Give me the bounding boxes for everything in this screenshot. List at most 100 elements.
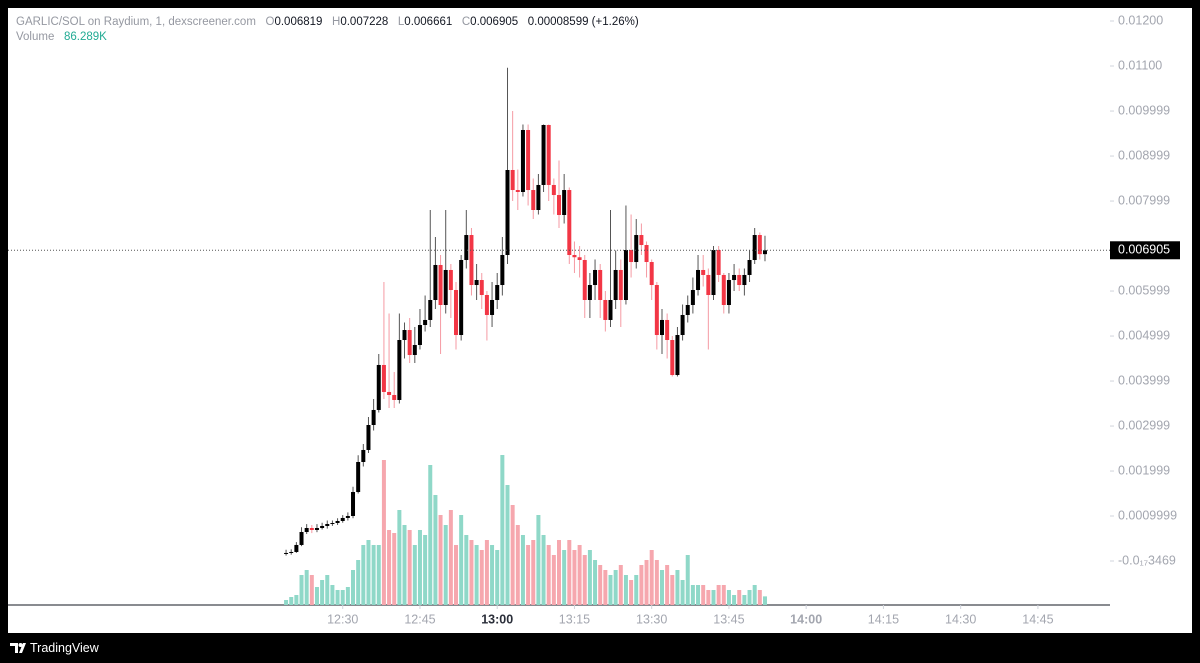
volume-bar — [402, 525, 407, 605]
volume-bar — [314, 587, 319, 605]
candle-body — [443, 269, 448, 305]
candle-body — [330, 523, 335, 525]
candle-body — [320, 525, 325, 529]
candle-body — [531, 190, 536, 210]
volume-bar — [520, 535, 525, 605]
volume-bar — [541, 535, 546, 605]
candle-body — [690, 290, 695, 305]
volume-bar — [381, 460, 386, 605]
volume-bar — [294, 595, 299, 605]
volume-bar — [417, 530, 422, 605]
candle-body — [490, 299, 495, 315]
candle-body — [618, 269, 623, 300]
candle-body — [623, 250, 628, 300]
volume-bar — [454, 545, 459, 605]
volume-bar — [587, 550, 592, 605]
volume-bar — [361, 545, 366, 605]
volume-bar — [423, 535, 428, 605]
volume-bar — [721, 585, 726, 605]
volume-row: Volume 86.289K — [16, 30, 639, 45]
volume-bar — [526, 545, 531, 605]
volume-bar — [726, 590, 731, 605]
l-value: 0.006661 — [404, 16, 453, 28]
volume-bar — [459, 515, 464, 605]
volume-bar — [464, 535, 469, 605]
volume-bar — [284, 600, 289, 605]
volume-bar — [536, 515, 541, 605]
y-tick-label: 0.009999 — [1118, 103, 1170, 117]
candle-body — [696, 269, 701, 291]
volume-bar — [495, 550, 500, 605]
volume-bar — [433, 495, 438, 605]
x-tick-label: 14:15 — [868, 612, 899, 626]
x-tick-label: 13:45 — [713, 612, 744, 626]
volume-bar — [448, 510, 453, 605]
volume-bar — [505, 485, 510, 605]
candle-body — [314, 528, 319, 530]
volume-bar — [752, 585, 757, 605]
y-tick-label: 0.0009999 — [1118, 508, 1177, 522]
volume-bar — [325, 575, 330, 605]
candle-body — [351, 492, 356, 516]
c-label: C — [461, 16, 471, 28]
candle-body — [598, 269, 603, 300]
candle-body — [376, 364, 381, 410]
volume-bar — [407, 530, 412, 605]
y-tick-label: 0.01200 — [1118, 13, 1163, 27]
volume-label: Volume — [16, 31, 55, 43]
candle-body — [387, 391, 392, 395]
volume-bar — [309, 575, 314, 605]
volume-bar — [412, 545, 417, 605]
candle-body — [747, 259, 752, 275]
volume-bar — [613, 570, 618, 605]
candle-body — [397, 340, 402, 400]
volume-bar — [701, 585, 706, 605]
volume-bar — [330, 585, 335, 605]
candle-body — [649, 262, 654, 286]
candle-body — [526, 129, 531, 191]
candle-body — [675, 335, 680, 376]
candle-body — [356, 461, 361, 493]
volume-bar — [762, 596, 767, 605]
candle-body — [557, 195, 561, 215]
h-value: 0.007228 — [340, 16, 389, 28]
volume-bar — [711, 590, 716, 605]
volume-bar — [567, 540, 572, 605]
chart: 0.01200 0.01100 0.009999 0.008999 0.007999 0.… — [8, 13, 1180, 626]
candle-body — [309, 528, 314, 530]
candle-body — [392, 394, 397, 400]
volume-bar — [716, 585, 721, 605]
volume-bar — [582, 555, 587, 605]
candle-body — [366, 425, 371, 450]
candle-body — [500, 254, 505, 286]
x-tick-label: 13:30 — [636, 612, 667, 626]
candle-body — [412, 344, 417, 355]
x-tick-label: 12:45 — [404, 612, 435, 626]
y-tick-label: 0.003999 — [1118, 373, 1170, 387]
volume-bar — [757, 590, 762, 605]
volume-bar — [392, 533, 397, 605]
volume-bar — [608, 575, 613, 605]
volume-bar — [618, 565, 623, 605]
candle-body — [428, 299, 433, 320]
legend-header: GARLIC/SOL on Raydium, 1, dexscreener.co… — [16, 15, 639, 45]
volume-bar — [500, 455, 505, 605]
candle-body — [541, 124, 546, 185]
volume-bar — [531, 540, 536, 605]
candle-body — [762, 250, 767, 255]
volume-bar — [598, 565, 603, 605]
candle-body — [742, 274, 747, 286]
volume-bar — [649, 550, 654, 605]
candle-body — [593, 269, 598, 286]
candle-body — [479, 280, 484, 296]
volume-bar — [644, 560, 649, 605]
candle-body — [551, 184, 556, 196]
volume-bar — [577, 545, 582, 605]
candle-body — [505, 169, 510, 255]
candle-body — [659, 319, 664, 336]
candle-body — [721, 274, 726, 305]
volume-bar — [371, 545, 376, 605]
candle-body — [407, 330, 412, 355]
y-tick-label: 0.001999 — [1118, 463, 1170, 477]
